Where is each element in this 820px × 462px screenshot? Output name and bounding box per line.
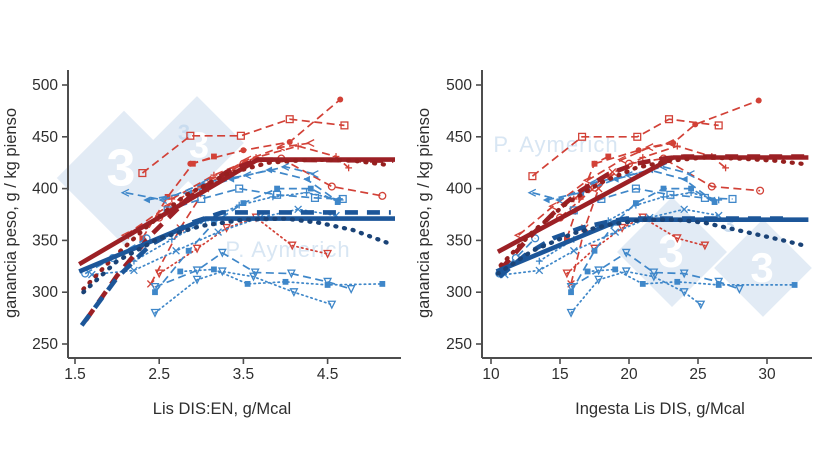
watermark-author: P. Aymerich	[493, 132, 618, 157]
study-b8-series	[150, 267, 337, 318]
x-tick-label: 30	[758, 366, 776, 383]
model-red-solid-series	[496, 155, 809, 254]
watermark-digit: 3	[107, 140, 136, 198]
axes: 10 15 20 25 30 250 300 350 400 450 500 Ingesta Lis …	[415, 70, 812, 418]
x-tick-label: 20	[620, 366, 638, 383]
x-tick-label: 25	[689, 366, 706, 383]
y-tick-label: 300	[32, 284, 58, 301]
model-blue-solid-series	[78, 216, 395, 274]
model-red-dotted-series	[81, 157, 389, 292]
watermark-digit: 3	[658, 225, 684, 277]
y-tick-label: 250	[446, 336, 472, 353]
x-axis-label: Ingesta Lis DIS, g/Mcal	[575, 400, 745, 418]
x-tick-label: 3.5	[233, 366, 255, 383]
study-r6-series	[139, 153, 217, 242]
x-tick-label: 1.5	[64, 366, 86, 383]
study-b7-series	[150, 248, 356, 294]
model-blue-dotted-series	[495, 217, 807, 276]
model-blue-dotted-series	[81, 216, 389, 295]
y-axis-label: ganancia peso, g / kg pienso	[415, 108, 433, 318]
study-r1-series	[528, 115, 723, 181]
y-tick-label: 350	[446, 232, 472, 249]
y-tick-label: 450	[446, 129, 472, 146]
y-tick-label: 350	[32, 232, 58, 249]
model-blue-dashed-series	[79, 210, 391, 327]
model-red-dashed-series	[84, 157, 394, 322]
x-tick-label: 15	[551, 366, 568, 383]
study-b8-series	[566, 267, 706, 318]
model-red-dashed-series	[498, 154, 806, 271]
model-lines	[78, 157, 395, 327]
watermark-digit-accent: 3	[723, 212, 735, 237]
watermark-author: P. Aymerich	[225, 237, 350, 262]
x-tick-label: 4.5	[317, 366, 339, 383]
y-axis-label: ganancia peso, g / kg pienso	[2, 108, 20, 318]
x-tick-label: 2.5	[148, 366, 170, 383]
y-tick-label: 400	[446, 181, 472, 198]
y-tick-label: 400	[32, 181, 58, 198]
study-b1-series	[527, 162, 695, 204]
x-axis-label: Lis DIS:EN, g/Mcal	[153, 400, 291, 418]
y-tick-label: 500	[446, 77, 472, 94]
model-red-dotted-series	[498, 155, 804, 268]
y-tick-label: 450	[32, 129, 58, 146]
y-tick-label: 500	[32, 77, 58, 94]
y-tick-label: 250	[32, 336, 58, 353]
study-b9-series	[584, 266, 798, 288]
axes: 1.5 2.5 3.5 4.5 250 300 350 400 450 500 Lis DIS:EN…	[2, 70, 401, 418]
x-tick-label: 10	[482, 366, 500, 383]
study-b9-series	[177, 266, 386, 288]
study-r1-series	[138, 115, 349, 178]
watermark-digit: 3	[750, 244, 773, 291]
watermark-diamond	[617, 197, 727, 307]
model-lines	[495, 154, 809, 279]
y-tick-label: 300	[446, 284, 472, 301]
